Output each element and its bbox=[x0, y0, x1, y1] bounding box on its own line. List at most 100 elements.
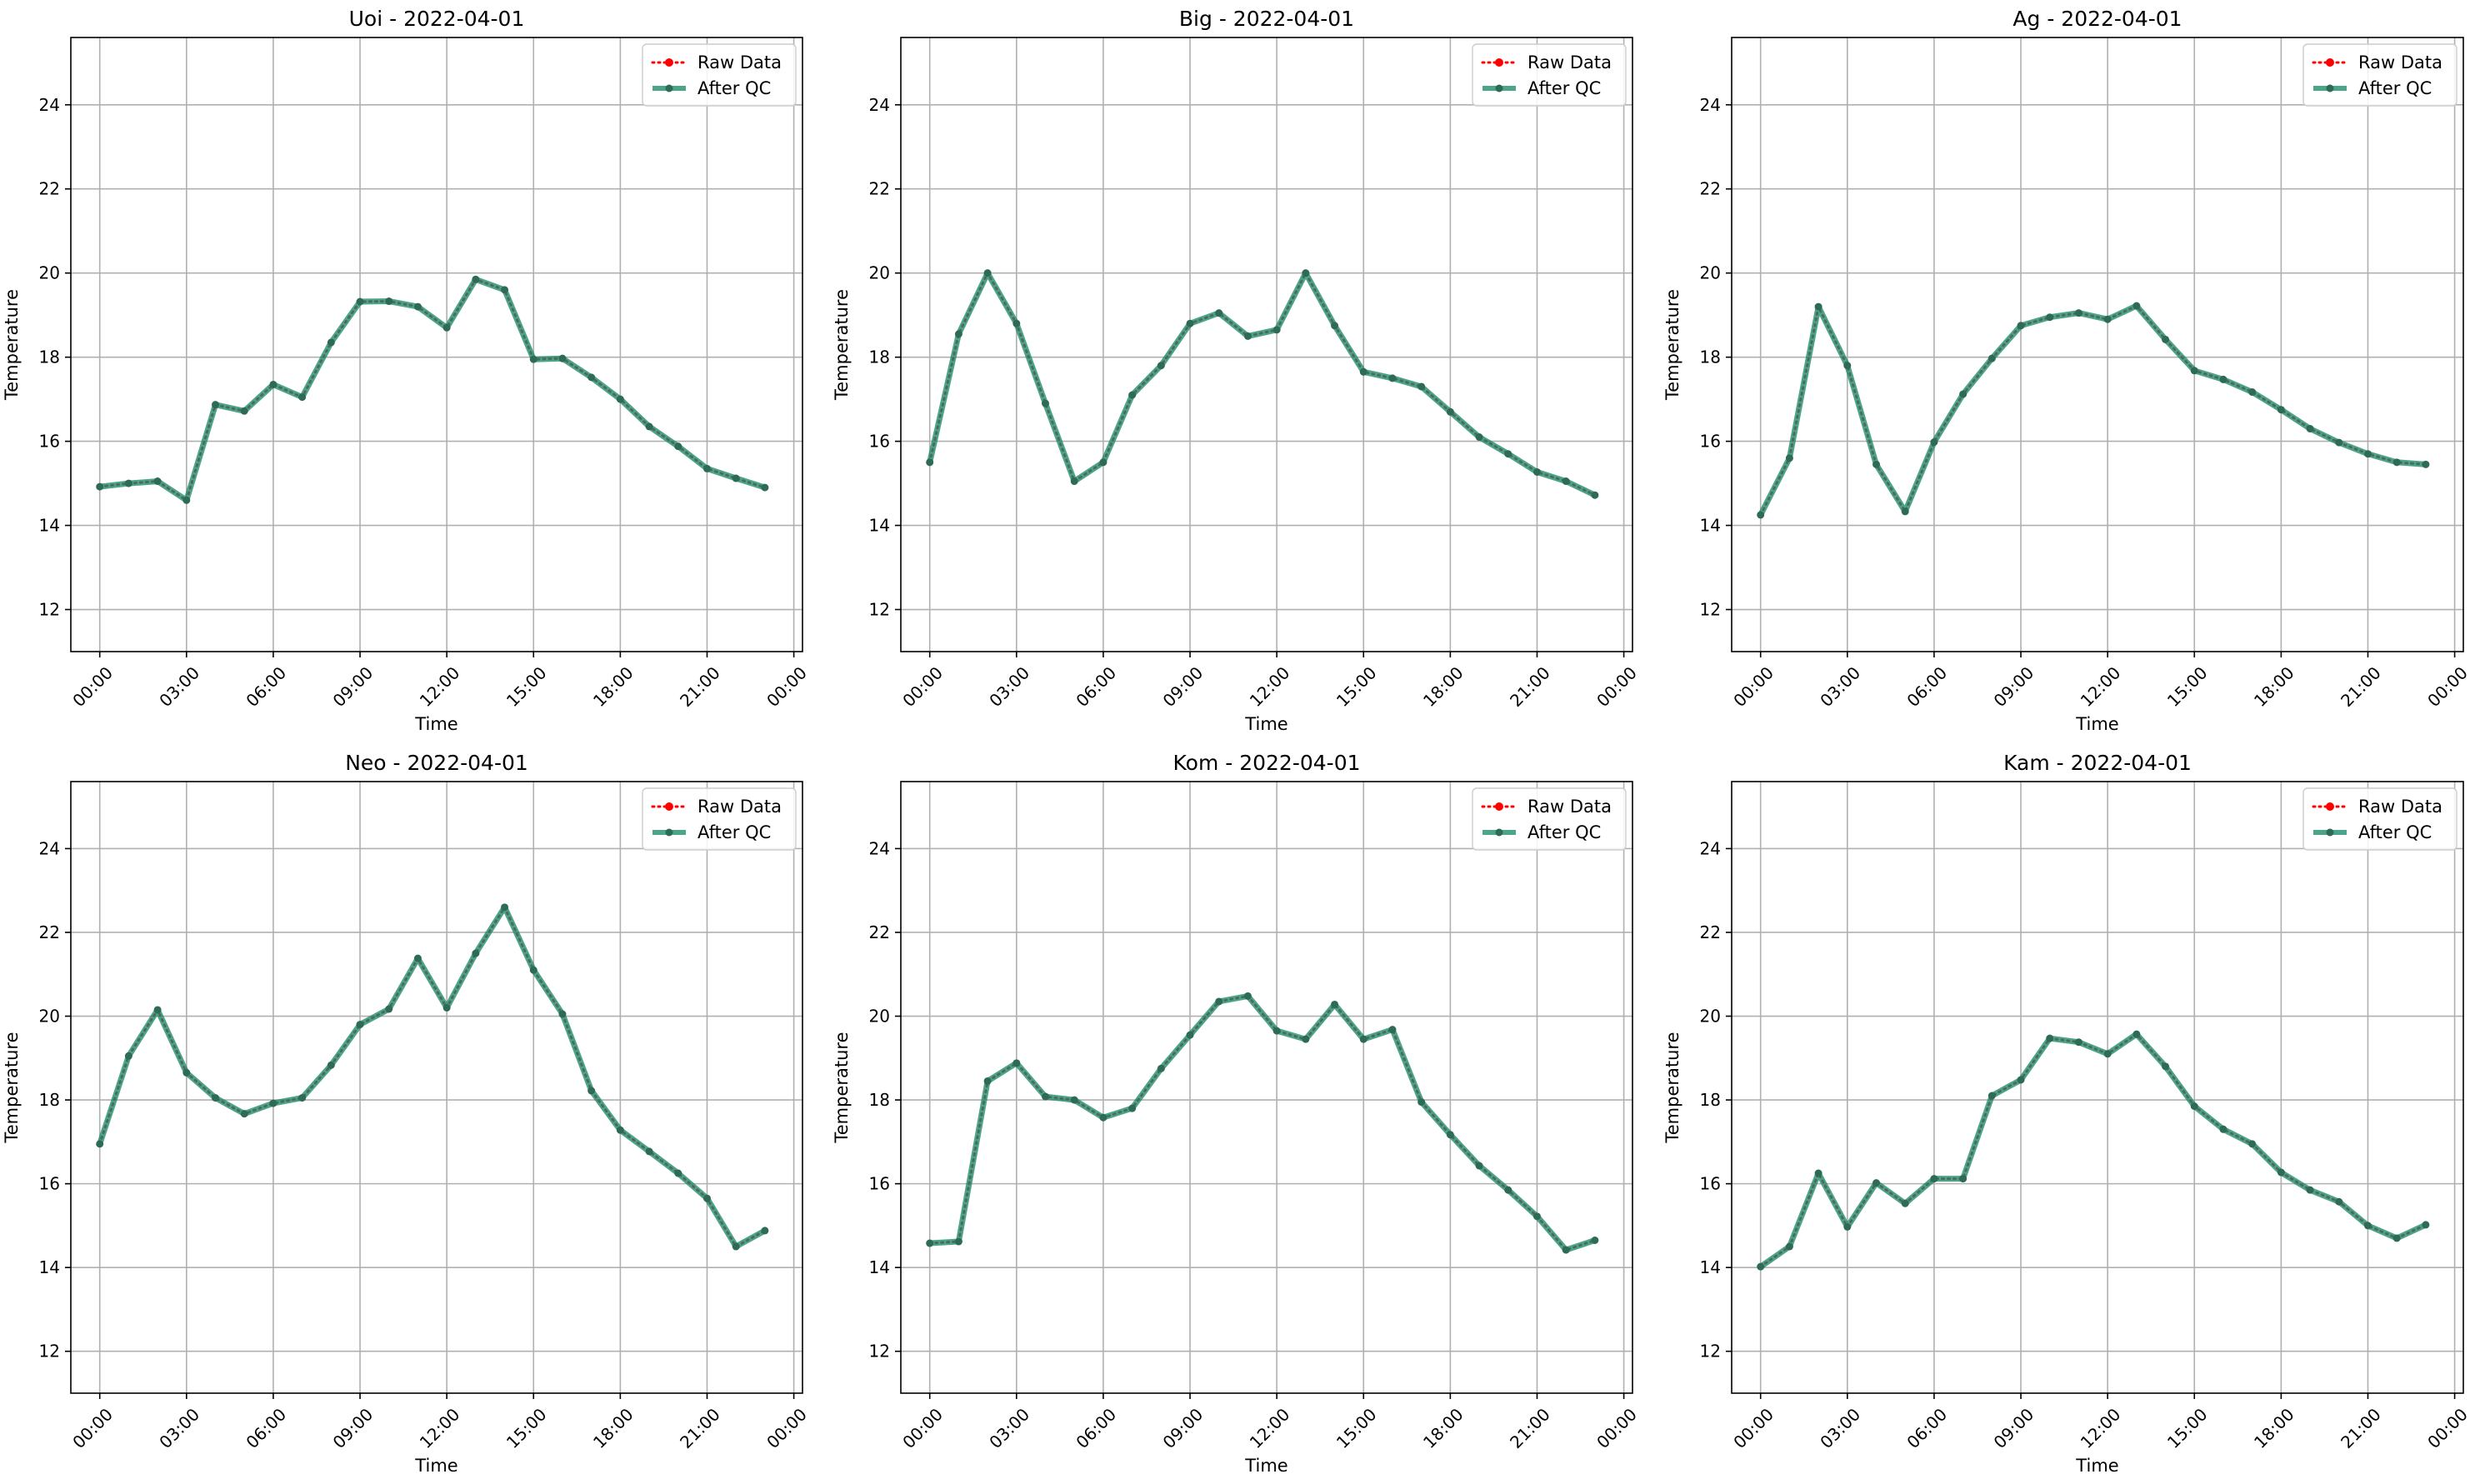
data-point-after-qc bbox=[356, 1021, 364, 1029]
x-tick-label: 09:00 bbox=[329, 1404, 378, 1452]
data-point-after-qc bbox=[2306, 424, 2314, 432]
data-point-after-qc bbox=[442, 1003, 451, 1012]
data-point-after-qc bbox=[1418, 382, 1426, 391]
x-tick-label: 03:00 bbox=[155, 1404, 203, 1452]
data-point-after-qc bbox=[674, 1169, 682, 1177]
data-point-after-qc bbox=[1843, 1222, 1852, 1231]
series-line-after-qc bbox=[927, 992, 1598, 1253]
x-tick-label: 12:00 bbox=[2077, 1404, 2125, 1452]
data-point-after-qc bbox=[1243, 992, 1252, 1000]
x-tick-label: 06:00 bbox=[242, 662, 290, 711]
data-point-after-qc bbox=[732, 1242, 740, 1251]
data-point-after-qc bbox=[529, 966, 538, 974]
x-tick-label: 15:00 bbox=[502, 1404, 551, 1452]
y-tick-label: 12 bbox=[869, 1342, 890, 1362]
chart-title: Uoi - 2022-04-01 bbox=[349, 7, 525, 31]
data-point-after-qc bbox=[240, 407, 248, 415]
legend-label-raw-data: Raw Data bbox=[1528, 52, 1612, 72]
data-point-after-qc bbox=[269, 380, 278, 388]
data-point-after-qc bbox=[1532, 467, 1541, 476]
data-point-after-qc bbox=[2335, 1197, 2343, 1206]
data-point-after-qc bbox=[1988, 1092, 1996, 1100]
series-line-after-qc bbox=[927, 270, 1598, 498]
data-point-after-qc bbox=[2074, 1038, 2082, 1047]
data-point-after-qc bbox=[761, 483, 769, 492]
legend-marker-raw-data bbox=[2326, 58, 2334, 67]
x-tick-label: 03:00 bbox=[155, 662, 203, 711]
x-tick-label: 09:00 bbox=[1990, 662, 2038, 711]
data-point-after-qc bbox=[674, 442, 682, 451]
data-point-after-qc bbox=[1446, 407, 1454, 416]
x-tick-label: 06:00 bbox=[1072, 1404, 1120, 1452]
x-tick-label: 18:00 bbox=[589, 662, 638, 711]
legend-marker-after-qc bbox=[1495, 84, 1503, 92]
data-point-after-qc bbox=[926, 458, 934, 467]
data-point-after-qc bbox=[983, 1077, 992, 1085]
data-point-after-qc bbox=[2219, 1125, 2228, 1133]
legend-label-after-qc: After QC bbox=[698, 822, 771, 842]
legend: Raw Data After QC bbox=[642, 43, 797, 107]
data-point-after-qc bbox=[1331, 322, 1339, 330]
data-point-after-qc bbox=[2162, 1062, 2170, 1071]
legend-marker-raw-data bbox=[1495, 58, 1503, 67]
data-point-after-qc bbox=[1988, 354, 1996, 362]
legend-marker-raw-data bbox=[2326, 802, 2334, 811]
data-point-after-qc bbox=[1243, 332, 1252, 340]
data-point-after-qc bbox=[1959, 1175, 1968, 1183]
data-point-after-qc bbox=[1418, 1098, 1426, 1107]
data-point-after-qc bbox=[2074, 309, 2082, 317]
data-point-after-qc bbox=[1562, 1246, 1570, 1254]
data-point-after-qc bbox=[1930, 438, 1938, 447]
data-point-after-qc bbox=[1446, 1131, 1454, 1139]
y-tick-label: 18 bbox=[1700, 1090, 1721, 1110]
y-tick-label: 20 bbox=[869, 263, 890, 283]
y-tick-label: 12 bbox=[1700, 1342, 1721, 1362]
x-tick-label: 15:00 bbox=[2163, 1404, 2212, 1452]
x-tick-label: 03:00 bbox=[985, 662, 1033, 711]
data-point-after-qc bbox=[269, 1099, 278, 1107]
data-point-after-qc bbox=[588, 1087, 596, 1095]
chart-title: Neo - 2022-04-01 bbox=[345, 751, 528, 775]
x-tick-label: 00:00 bbox=[762, 1404, 811, 1452]
data-point-after-qc bbox=[1504, 1186, 1512, 1194]
x-tick-label: 00:00 bbox=[1729, 662, 1778, 711]
legend-label-after-qc: After QC bbox=[2358, 78, 2432, 98]
y-tick-label: 18 bbox=[1700, 347, 1721, 367]
data-point-after-qc bbox=[732, 474, 740, 482]
data-point-after-qc bbox=[1872, 460, 1881, 468]
data-point-after-qc bbox=[1012, 1059, 1021, 1067]
data-point-after-qc bbox=[1272, 326, 1281, 334]
y-tick-label: 24 bbox=[39, 838, 60, 858]
x-tick-label: 06:00 bbox=[1072, 662, 1120, 711]
chart-panel-1: 12 14 16 18 20 22 24 00:00 03:00 06:00 09:00 12:00 1… bbox=[2, 7, 811, 734]
legend-label-after-qc: After QC bbox=[698, 78, 771, 98]
data-point-after-qc bbox=[1099, 1113, 1108, 1122]
data-point-after-qc bbox=[2248, 1140, 2257, 1148]
chart-panel-3: 12 14 16 18 20 22 24 00:00 03:00 06:00 09:00 12:00 1… bbox=[1662, 7, 2472, 734]
x-tick-label: 00:00 bbox=[898, 1404, 947, 1452]
data-point-after-qc bbox=[385, 297, 393, 306]
y-tick-label: 18 bbox=[869, 347, 890, 367]
data-point-after-qc bbox=[2017, 1076, 2025, 1084]
x-axis-label: Time bbox=[2075, 1456, 2118, 1476]
legend-label-after-qc: After QC bbox=[2358, 822, 2432, 842]
data-point-after-qc bbox=[558, 1010, 567, 1018]
x-tick-label: 21:00 bbox=[676, 1404, 724, 1452]
y-tick-label: 14 bbox=[39, 516, 60, 536]
data-point-after-qc bbox=[1359, 367, 1368, 376]
data-point-after-qc bbox=[298, 1094, 307, 1102]
legend: Raw Data After QC bbox=[2302, 787, 2458, 851]
data-point-after-qc bbox=[1157, 362, 1165, 370]
data-point-after-qc bbox=[413, 954, 422, 962]
y-tick-label: 18 bbox=[869, 1090, 890, 1110]
legend-marker-raw-data bbox=[1495, 802, 1503, 811]
x-axis-label: Time bbox=[414, 714, 458, 734]
data-point-after-qc bbox=[501, 286, 509, 294]
y-tick-label: 16 bbox=[869, 432, 890, 452]
y-tick-label: 14 bbox=[39, 1257, 60, 1277]
x-tick-label: 00:00 bbox=[762, 662, 811, 711]
data-point-after-qc bbox=[1042, 1092, 1050, 1101]
data-point-after-qc bbox=[616, 1126, 624, 1134]
legend: Raw Data After QC bbox=[642, 787, 797, 851]
legend: Raw Data After QC bbox=[1472, 43, 1627, 107]
